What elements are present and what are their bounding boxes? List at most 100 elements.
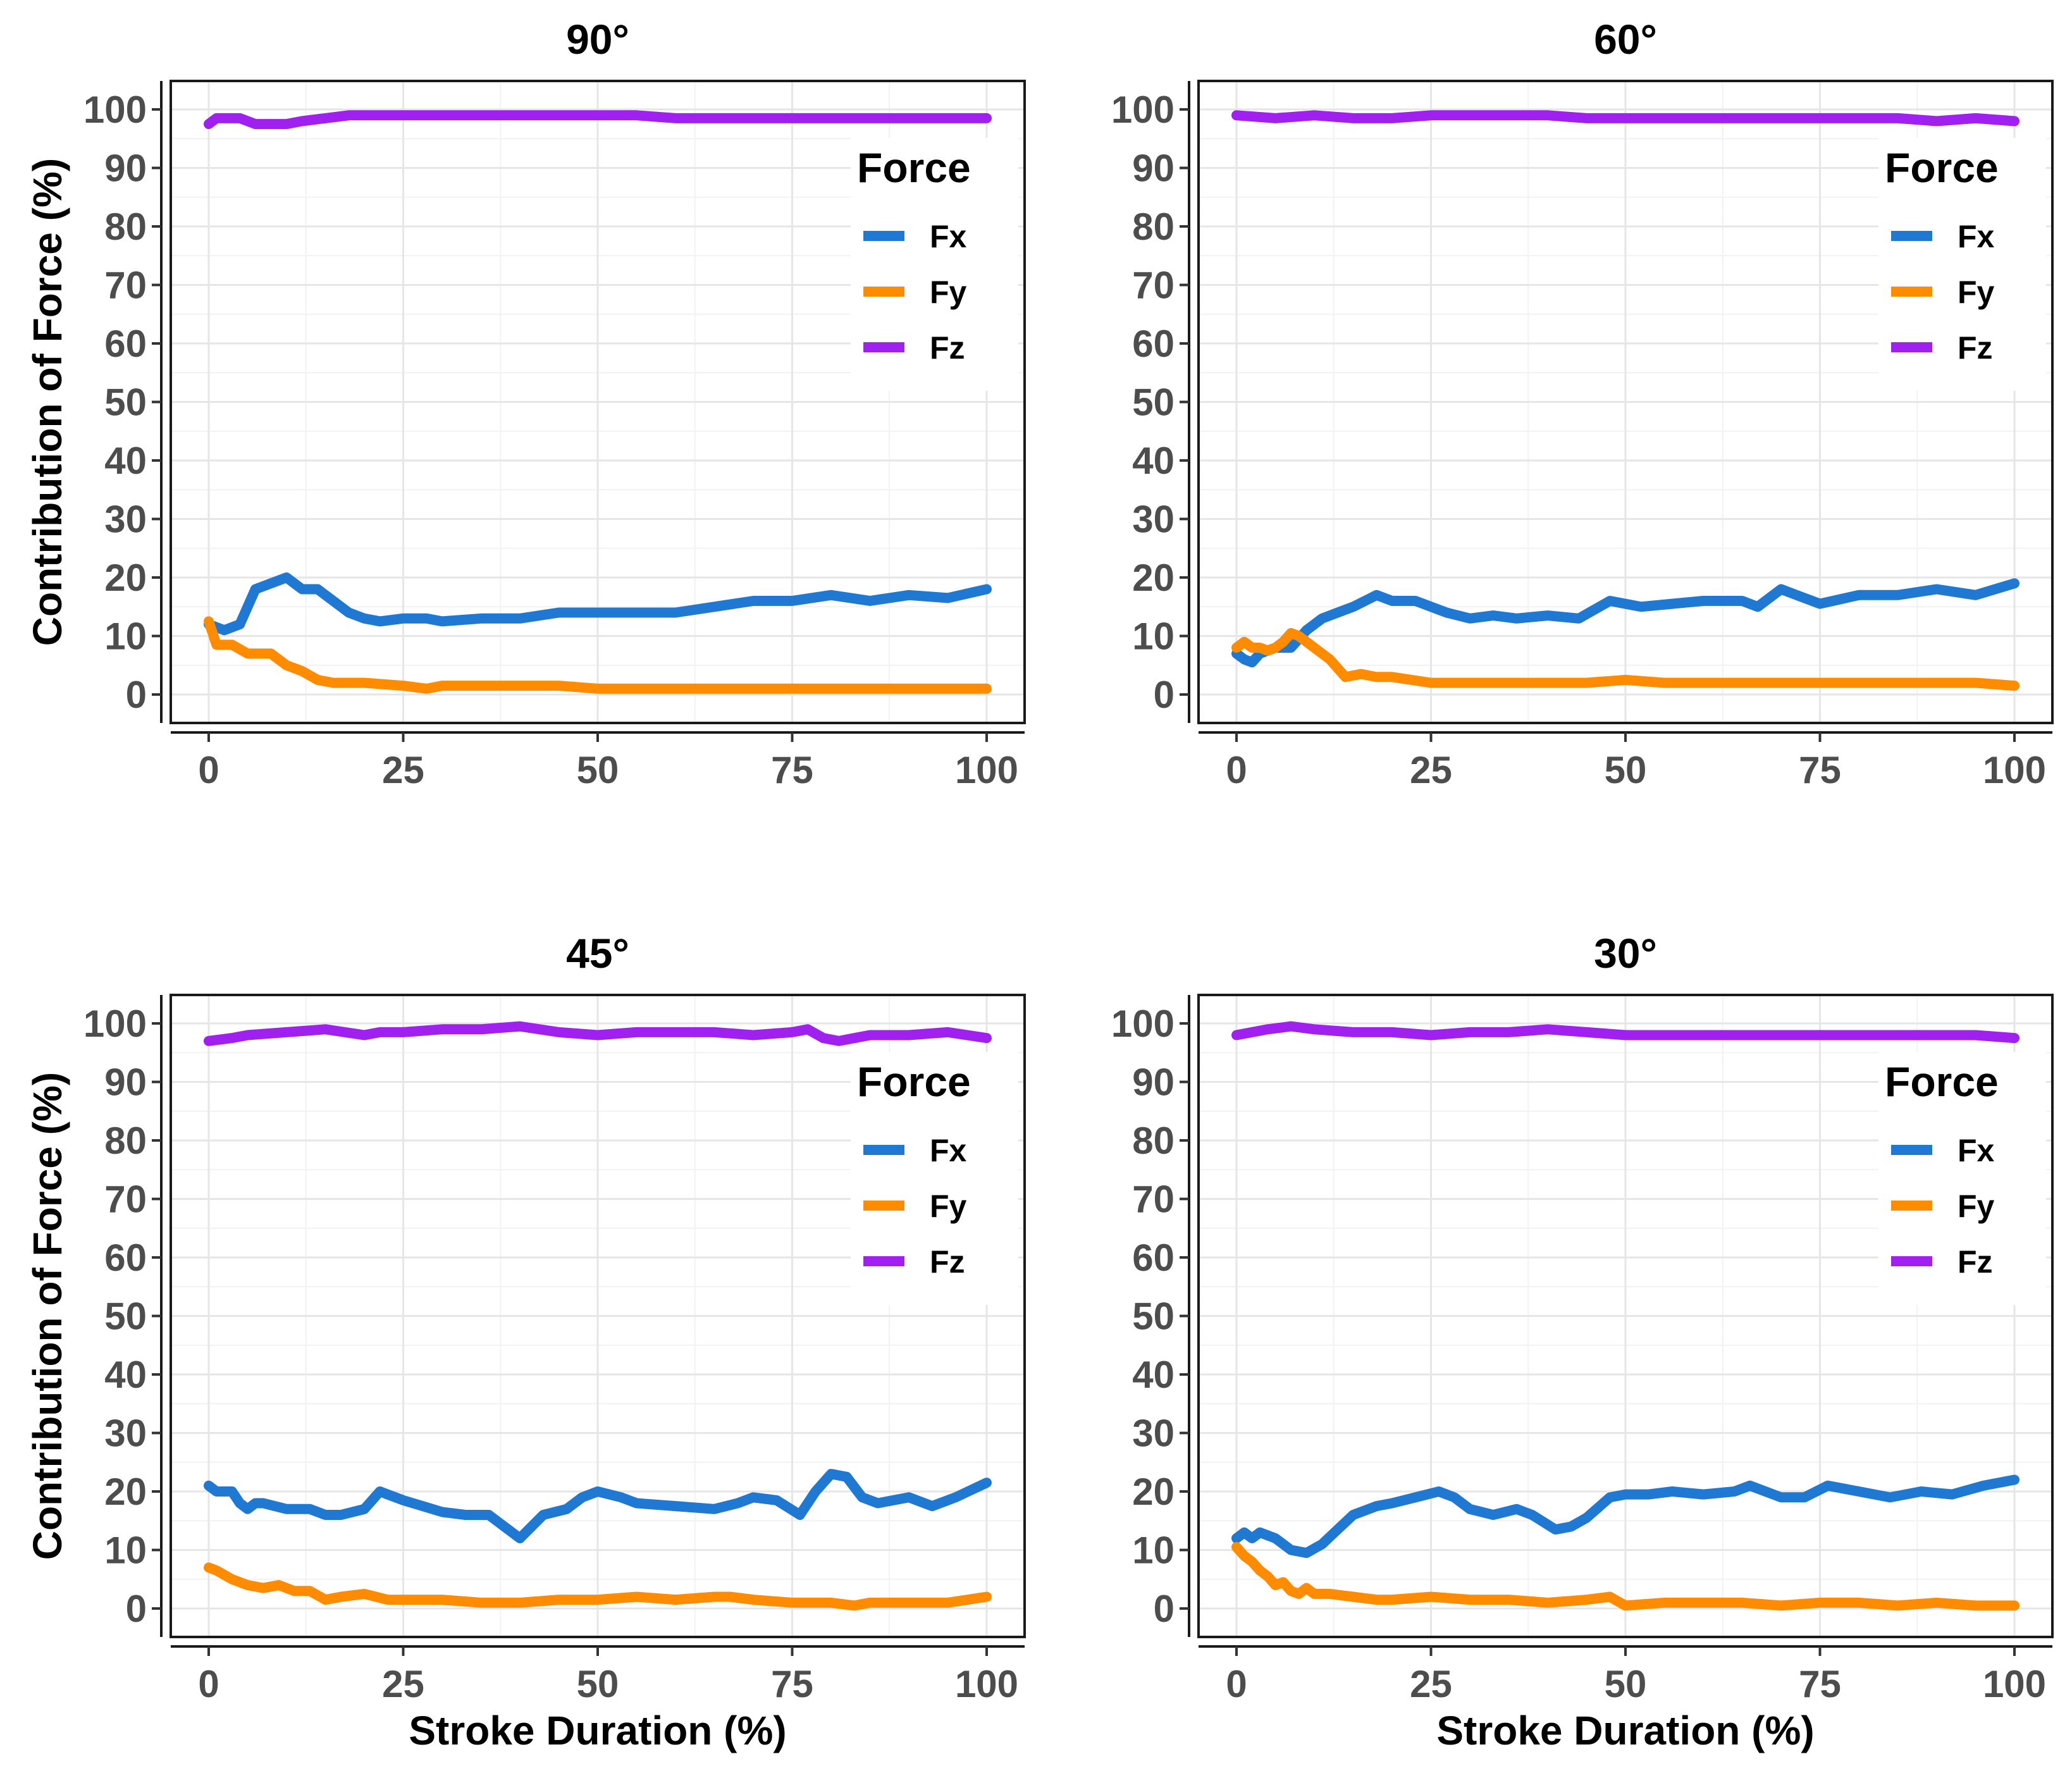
p1-y-tick-label: 0 [1154,674,1175,716]
p1-x-tick-label: 25 [1410,749,1452,791]
p2-y-tick-label: 40 [104,1354,147,1396]
p1-legend-label-fy: Fy [1958,275,1995,310]
p2-y-tick-label: 30 [104,1412,147,1455]
p1-y-tick-label: 60 [1132,323,1175,365]
panel-30-degrees: 0 10 20 30 40 50 60 70 80 90 100 0 25 50 75 100 30° Strok… [1111,930,2054,1753]
p2-y-tick-label: 60 [104,1237,147,1279]
p2-y-tick-label: 100 [83,1003,147,1045]
p2-legend-label-fx: Fx [930,1133,967,1168]
p2-legend-title: Force [857,1058,971,1105]
p3-panel-border [1197,994,2054,1638]
p0-y-tick-label: 70 [104,264,147,307]
p3-y-tick-label: 90 [1132,1061,1175,1104]
p2-x-tick-label: 25 [382,1663,424,1705]
p2-y-tick-label: 10 [104,1529,147,1572]
p3-series-fy-line [1231,1541,2020,1611]
p1-series-fy-line [1231,627,2020,691]
p0-x-tick-label: 75 [771,749,813,791]
p1-legend-label-fz: Fz [1958,330,1993,366]
p2-y-tick-label: 50 [104,1295,147,1338]
p3-y-tick-label: 60 [1132,1237,1175,1279]
p0-y-tick-label: 40 [104,440,147,482]
p3-x-tick-label: 0 [1226,1663,1247,1705]
p2-legend-label-fy: Fy [930,1189,967,1224]
p2-y-axis-title: Contribution of Force (%) [25,1072,70,1560]
p3-y-tick-label: 100 [1111,1003,1175,1045]
p2-series-fx-line [204,1469,992,1543]
p2-series-fy-line [204,1562,992,1611]
p1-legend-title: Force [1885,144,1999,191]
p3-y-tick-label: 50 [1132,1295,1175,1338]
p0-legend-title: Force [857,144,971,191]
p3-y-tick-label: 30 [1132,1412,1175,1455]
p3-y-tick-label: 0 [1154,1588,1175,1630]
p0-y-tick-label: 90 [104,147,147,190]
p0-x-tick-label: 100 [955,749,1018,791]
p3-legend-label-fy: Fy [1958,1189,1995,1224]
p3-y-tick-label: 70 [1132,1178,1175,1221]
p3-legend-label-fz: Fz [1958,1244,1993,1280]
p3-y-tick-label: 40 [1132,1354,1175,1396]
p1-x-tick-label: 50 [1605,749,1647,791]
p2-x-tick-label: 75 [771,1663,813,1705]
p2-x-axis-title: Stroke Duration (%) [409,1708,786,1753]
p1-y-tick-label: 70 [1132,264,1175,307]
p2-chart-title: 45° [566,930,629,977]
p0-series-fx-line [204,572,992,636]
p3-y-tick-label: 20 [1132,1471,1175,1513]
p1-panel-border [1197,80,2054,724]
p3-x-axis-title: Stroke Duration (%) [1436,1708,1814,1753]
p3-y-tick-label: 10 [1132,1529,1175,1572]
p1-series-fz-line [1231,110,2020,127]
p0-y-tick-label: 60 [104,323,147,365]
p3-x-tick-label: 75 [1799,1663,1841,1705]
panel-90-degrees: 0 10 20 30 40 50 60 70 80 90 100 0 25 50 75 100 90° Contr… [25,16,1026,791]
p2-series-fz-line [204,1021,992,1046]
p2-x-tick-label: 0 [198,1663,219,1705]
p1-x-tick-label: 75 [1799,749,1841,791]
p0-y-tick-label: 50 [104,381,147,424]
p1-chart-title: 60° [1594,16,1657,63]
p2-y-tick-label: 70 [104,1178,147,1221]
p0-x-tick-label: 0 [198,749,219,791]
p2-y-tick-label: 0 [126,1588,147,1630]
p3-legend-label-fx: Fx [1958,1133,1995,1168]
p0-y-tick-label: 80 [104,206,147,248]
p3-x-tick-label: 50 [1605,1663,1647,1705]
p0-y-tick-label: 0 [126,674,147,716]
p0-y-tick-label: 10 [104,615,147,658]
p3-series-fz-line [1231,1021,2020,1044]
p1-y-tick-label: 90 [1132,147,1175,190]
p1-y-tick-label: 40 [1132,440,1175,482]
p0-y-tick-label: 20 [104,557,147,599]
panel-45-degrees: 0 10 20 30 40 50 60 70 80 90 100 0 25 50 75 100 45° Contr… [25,930,1026,1753]
p0-chart-title: 90° [566,16,629,63]
p3-y-tick-label: 80 [1132,1120,1175,1162]
p3-legend-title: Force [1885,1058,1999,1105]
p2-legend-label-fz: Fz [930,1244,965,1280]
p3-chart-title: 30° [1594,930,1657,977]
p2-x-tick-label: 100 [955,1663,1018,1705]
p1-legend-label-fx: Fx [1958,219,1995,254]
p0-y-tick-label: 30 [104,498,147,541]
p1-y-tick-label: 50 [1132,381,1175,424]
p1-y-tick-label: 80 [1132,206,1175,248]
p0-series-fy-line [204,616,992,694]
p0-panel-border [170,80,1026,724]
p0-series-fz-line [204,110,992,130]
p0-x-tick-label: 50 [577,749,619,791]
p0-x-tick-label: 25 [382,749,424,791]
p0-y-axis-title: Contribution of Force (%) [25,158,70,646]
p0-y-tick-label: 100 [83,89,147,131]
p1-y-tick-label: 10 [1132,615,1175,658]
p2-x-tick-label: 50 [577,1663,619,1705]
p3-x-tick-label: 25 [1410,1663,1452,1705]
p0-legend-label-fz: Fz [930,330,965,366]
p1-y-tick-label: 100 [1111,89,1175,131]
p0-legend-label-fy: Fy [930,275,967,310]
p1-x-tick-label: 0 [1226,749,1247,791]
p2-y-tick-label: 80 [104,1120,147,1162]
p1-y-tick-label: 30 [1132,498,1175,541]
p1-y-tick-label: 20 [1132,557,1175,599]
